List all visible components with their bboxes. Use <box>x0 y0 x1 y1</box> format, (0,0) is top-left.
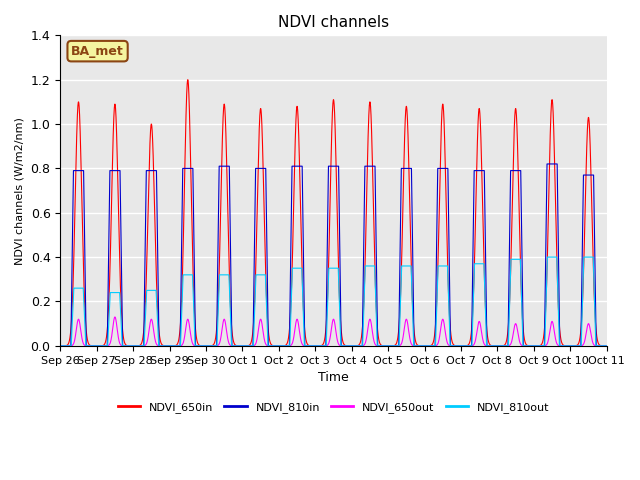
NDVI_650in <box>261 240 269 245</box>
NDVI_810in <box>173 343 181 348</box>
NDVI_810in <box>486 343 494 348</box>
NDVI_810in <box>603 343 611 348</box>
NDVI_650out <box>486 343 494 348</box>
NDVI_650in <box>486 342 494 348</box>
NDVI_650in <box>173 342 181 348</box>
NDVI_810out <box>543 254 551 260</box>
NDVI_650in <box>184 77 191 83</box>
NDVI_650in <box>601 343 609 348</box>
NDVI_810in <box>601 343 609 348</box>
NDVI_650out <box>173 343 181 348</box>
NDVI_810out <box>261 272 269 278</box>
X-axis label: Time: Time <box>318 371 349 384</box>
NDVI_650out <box>261 339 269 345</box>
NDVI_810out <box>409 315 417 321</box>
Text: BA_met: BA_met <box>71 45 124 58</box>
NDVI_810in <box>56 343 64 348</box>
NDVI_810out <box>486 343 494 348</box>
NDVI_810in <box>168 343 175 348</box>
NDVI_650out <box>409 343 417 348</box>
NDVI_650in <box>603 343 611 348</box>
Legend: NDVI_650in, NDVI_810in, NDVI_650out, NDVI_810out: NDVI_650in, NDVI_810in, NDVI_650out, NDV… <box>113 398 554 418</box>
NDVI_650in <box>56 343 64 348</box>
NDVI_810in <box>261 166 269 171</box>
Y-axis label: NDVI channels (W/m2/nm): NDVI channels (W/m2/nm) <box>15 117 25 264</box>
NDVI_810out <box>56 343 64 348</box>
NDVI_810out <box>168 343 175 348</box>
NDVI_810in <box>543 161 551 167</box>
NDVI_810out <box>173 343 181 348</box>
Line: NDVI_810out: NDVI_810out <box>60 257 607 346</box>
NDVI_650out <box>603 343 611 348</box>
NDVI_650in <box>168 343 175 348</box>
NDVI_650out <box>111 314 119 320</box>
Line: NDVI_650out: NDVI_650out <box>60 317 607 346</box>
NDVI_650in <box>409 309 417 315</box>
NDVI_650out <box>601 343 609 348</box>
NDVI_650out <box>56 343 64 348</box>
NDVI_810out <box>601 343 609 348</box>
Line: NDVI_810in: NDVI_810in <box>60 164 607 346</box>
NDVI_810out <box>603 343 611 348</box>
NDVI_810in <box>409 257 417 263</box>
Line: NDVI_650in: NDVI_650in <box>60 80 607 346</box>
Title: NDVI channels: NDVI channels <box>278 15 389 30</box>
NDVI_650out <box>168 343 175 348</box>
